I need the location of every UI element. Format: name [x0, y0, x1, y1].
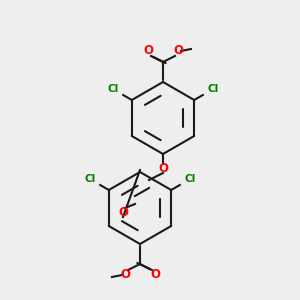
Text: Cl: Cl [84, 174, 95, 184]
Text: O: O [118, 206, 128, 218]
Text: Cl: Cl [208, 84, 219, 94]
Text: O: O [143, 44, 153, 58]
Text: O: O [173, 44, 183, 58]
Text: O: O [150, 268, 160, 281]
Text: O: O [120, 268, 130, 281]
Text: Cl: Cl [184, 174, 196, 184]
Text: O: O [158, 161, 168, 175]
Text: Cl: Cl [107, 84, 118, 94]
